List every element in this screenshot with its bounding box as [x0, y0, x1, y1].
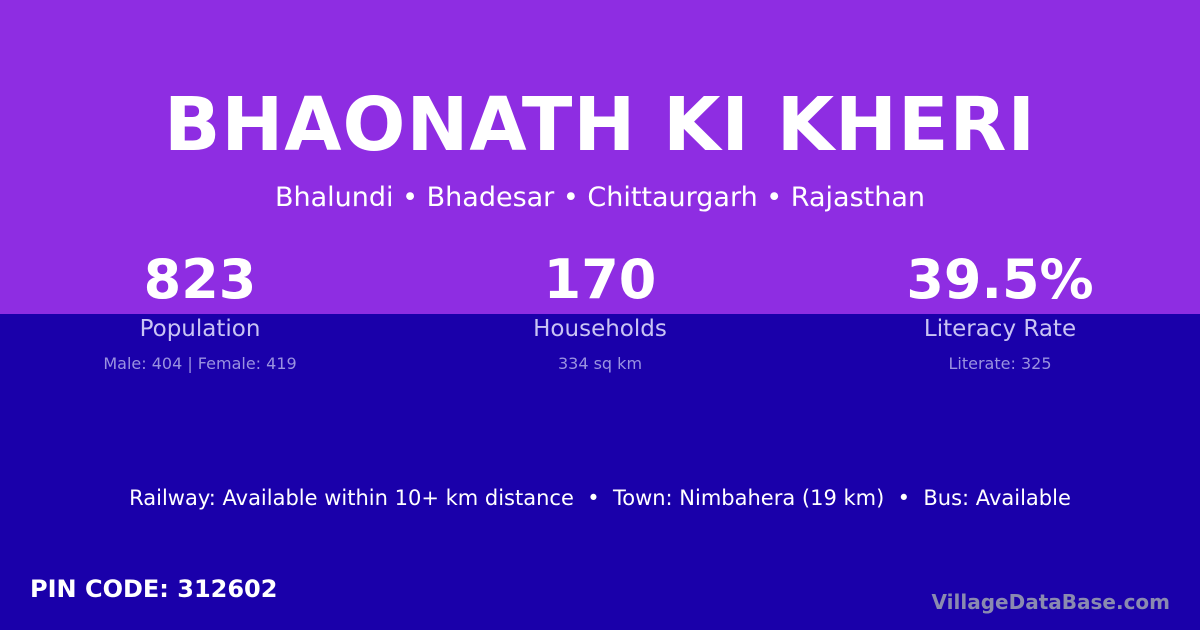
- body-background: [0, 314, 1200, 630]
- village-title: BHAONATH KI KHERI: [163, 82, 1037, 168]
- stat-value: 823: [143, 248, 257, 311]
- stat-label: Population: [139, 316, 261, 342]
- brand-watermark: VillageDataBase.com: [931, 590, 1170, 614]
- stat-label: Households: [533, 316, 667, 342]
- stat-detail: Literate: 325: [948, 354, 1052, 373]
- stat-literacy: 39.5% Literacy Rate Literate: 325: [800, 248, 1200, 374]
- stat-detail: Male: 404 | Female: 419: [103, 354, 297, 373]
- pin-code: PIN CODE: 312602: [30, 575, 278, 603]
- stat-value: 170: [543, 248, 657, 311]
- facilities-line: Railway: Available within 10+ km distanc…: [129, 486, 1071, 510]
- stat-detail: 334 sq km: [557, 354, 643, 373]
- stat-households: 170 Households 334 sq km: [400, 248, 800, 374]
- location-breadcrumb: Bhalundi • Bhadesar • Chittaurgarh • Raj…: [275, 182, 925, 213]
- header-background: [0, 0, 1200, 314]
- stat-value: 39.5%: [906, 248, 1094, 311]
- stat-label: Literacy Rate: [923, 316, 1077, 342]
- stat-population: 823 Population Male: 404 | Female: 419: [0, 248, 400, 374]
